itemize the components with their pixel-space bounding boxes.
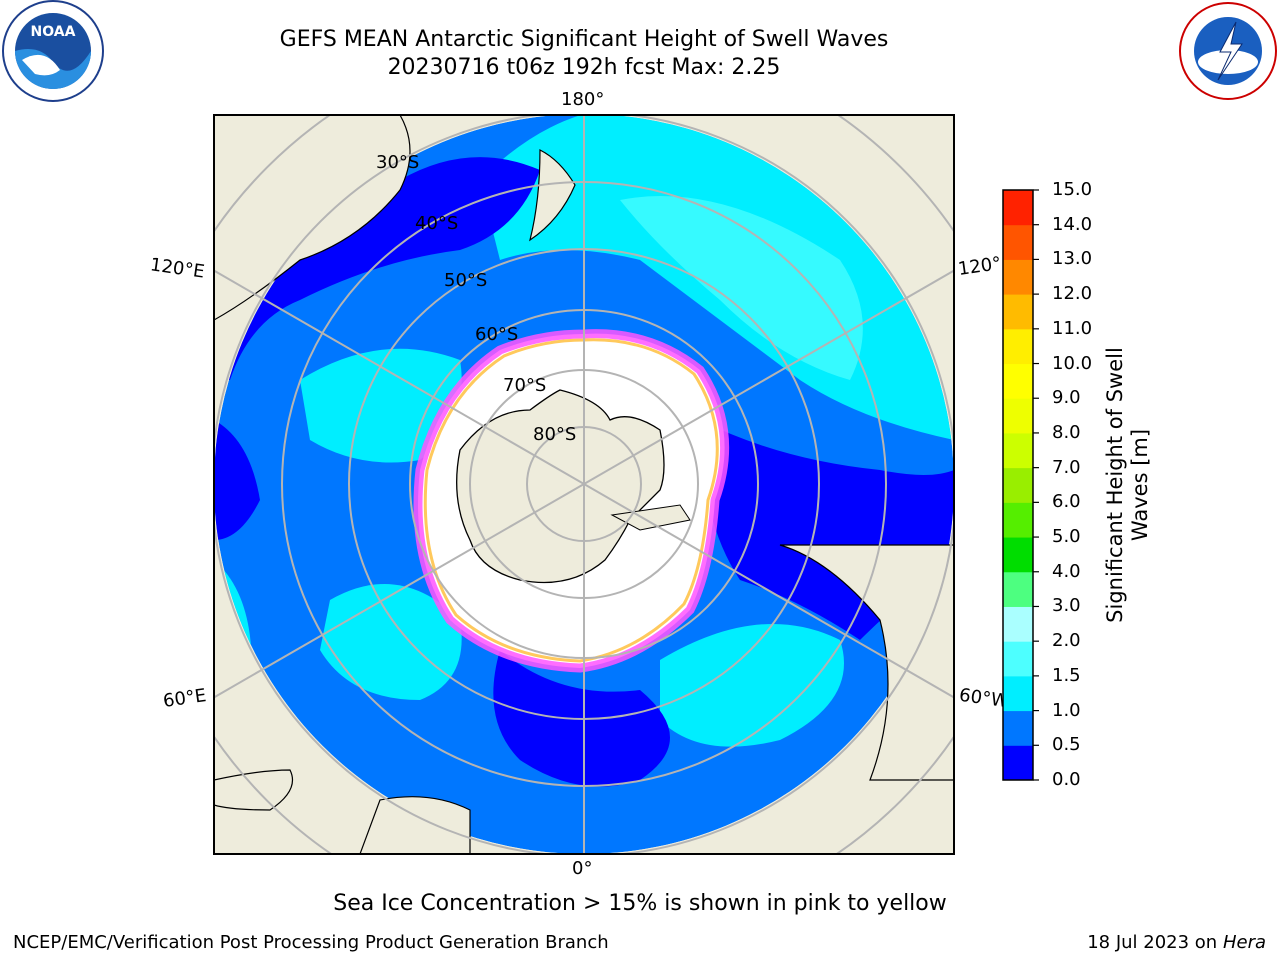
colorbar-tick-label: 3.0 <box>1052 595 1081 617</box>
sea-ice-caption: Sea Ice Concentration > 15% is shown in … <box>333 891 947 916</box>
colorbar-tick-label: 0.0 <box>1052 769 1081 790</box>
colorbar-bin <box>1003 641 1033 677</box>
colorbar-bin <box>1003 432 1033 469</box>
colorbar-tick-label: 10.0 <box>1052 352 1093 374</box>
colorbar-tick-label: 1.5 <box>1052 664 1081 686</box>
colorbar-tick-label: 7.0 <box>1052 456 1081 478</box>
chart-subtitle: 20230716 t06z 192h fcst Max: 2.25 <box>387 55 781 80</box>
colorbar-tick-label: 8.0 <box>1052 421 1081 443</box>
machine-name: Hera <box>1222 932 1266 953</box>
colorbar-bin <box>1003 224 1033 260</box>
colorbar-bin <box>1003 328 1033 365</box>
colorbar-tick-label: 15.0 <box>1052 179 1093 200</box>
lat-label-50s: 50°S <box>444 270 488 291</box>
colorbar-tick-label: 0.5 <box>1052 734 1081 756</box>
colorbar-bin <box>1003 467 1033 503</box>
colorbar-bin <box>1003 675 1033 712</box>
africa-land <box>359 796 471 854</box>
date-stamp: 18 Jul 2023 on Hera <box>1087 932 1266 953</box>
australia-land <box>214 115 411 321</box>
date-text: 18 Jul 2023 on <box>1087 932 1223 953</box>
lat-label-60s: 60°S <box>475 324 519 345</box>
colorbar-tick-label: 6.0 <box>1052 491 1081 513</box>
colorbar-bin <box>1003 363 1033 399</box>
colorbar-tick-label: 5.0 <box>1052 526 1081 548</box>
colorbar-tick-label: 14.0 <box>1052 213 1093 235</box>
south-america-land <box>779 544 954 781</box>
colorbar-tick-label: 1.0 <box>1052 699 1081 721</box>
colorbar-tick-label: 13.0 <box>1052 248 1093 270</box>
noaa-logo-text: NOAA <box>31 24 76 40</box>
credit-text: NCEP/EMC/Verification Post Processing Pr… <box>13 932 609 953</box>
colorbar-bin <box>1003 294 1033 330</box>
colorbar-bin <box>1003 259 1033 295</box>
graticule <box>214 115 954 854</box>
colorbar-bin <box>1003 606 1033 642</box>
colorbar <box>1002 189 1039 781</box>
colorbar-bin <box>1003 571 1033 607</box>
colorbar-bin <box>1003 710 1033 746</box>
lat-label-80s: 80°S <box>533 424 577 445</box>
colorbar-bin <box>1003 190 1033 226</box>
colorbar-bin <box>1003 502 1033 538</box>
colorbar-tick-label: 12.0 <box>1052 283 1093 305</box>
noaa-logo-icon: NOAA <box>2 0 104 102</box>
chart-title: GEFS MEAN Antarctic Significant Height o… <box>279 27 889 52</box>
lat-label-40s: 40°S <box>415 213 459 234</box>
lon-label-180: 180° <box>561 89 605 110</box>
lon-label-0: 0° <box>572 858 593 879</box>
colorbar-bin <box>1003 537 1033 573</box>
lat-label-30s: 30°S <box>376 152 420 173</box>
new-zealand-land <box>529 149 576 242</box>
map-frame <box>213 114 955 855</box>
madagascar-land <box>214 769 294 811</box>
colorbar-frame <box>1002 189 1034 781</box>
colorbar-bin <box>1003 745 1033 781</box>
colorbar-title: Significant Height of Swell Waves [m] <box>1103 347 1152 623</box>
colorbar-tick-label: 2.0 <box>1052 630 1081 652</box>
colorbar-tick-label: 4.0 <box>1052 560 1081 582</box>
colorbar-tick-label: 9.0 <box>1052 387 1081 409</box>
colorbar-tick-label: 11.0 <box>1052 317 1093 339</box>
colorbar-bin <box>1003 398 1033 434</box>
nws-logo-icon <box>1179 2 1277 100</box>
lat-label-70s: 70°S <box>503 375 547 396</box>
